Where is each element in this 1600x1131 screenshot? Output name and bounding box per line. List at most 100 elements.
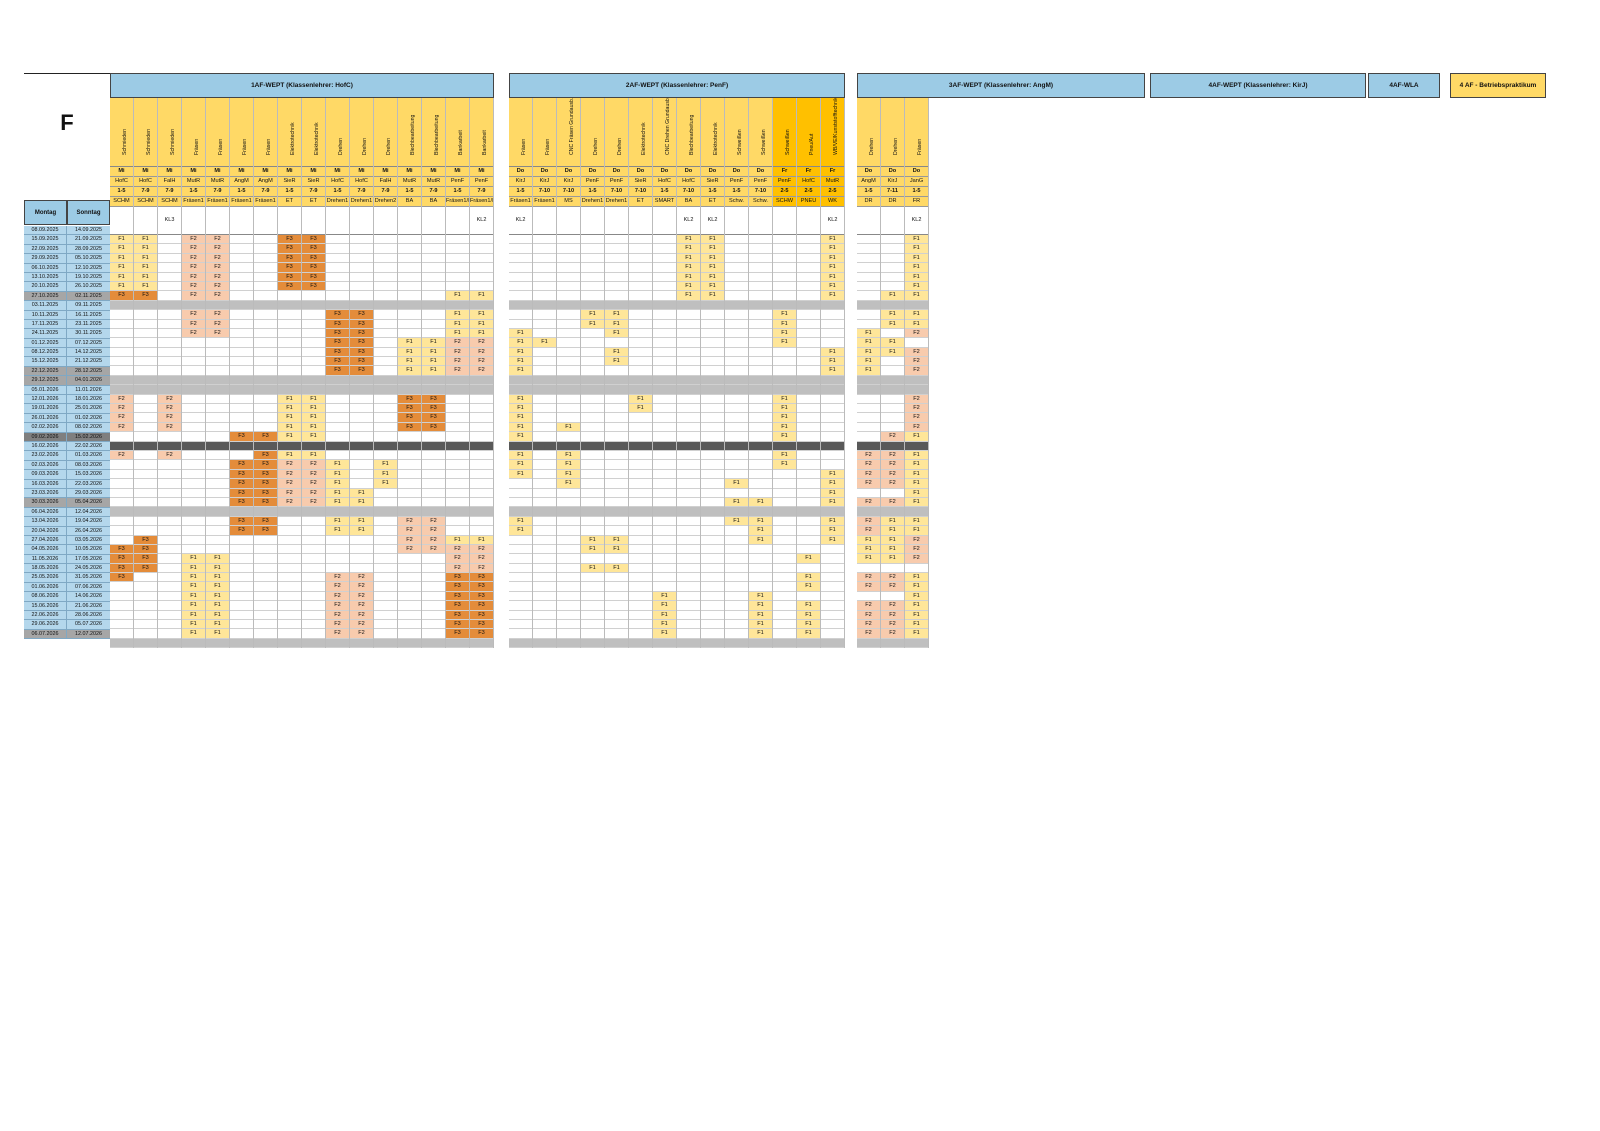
- weekday-cell: Mi: [182, 167, 205, 177]
- grid-cell: [230, 507, 253, 517]
- grid-cell: [254, 564, 277, 574]
- grid-cell: [470, 526, 493, 536]
- grid-cell: F3: [326, 366, 349, 376]
- grid-cell: [206, 395, 229, 405]
- grid-cell: [629, 273, 652, 282]
- grid-cell: F2: [422, 516, 445, 527]
- grid-cell: F2: [158, 413, 181, 423]
- grid-cell: [533, 451, 556, 461]
- group-2af-wept: 2AF-WEPT (Klassenlehrer: PenF) Fräsen Do K…: [509, 73, 845, 649]
- grid-cell: [230, 320, 253, 329]
- grid-cell: F1: [302, 413, 325, 423]
- grid-cell: [533, 479, 556, 489]
- period-cell: 1-5: [110, 187, 133, 197]
- grid-cell: [446, 282, 469, 292]
- grid-cell: F2: [110, 422, 133, 433]
- grid-cell: [821, 423, 844, 433]
- grid-cell: [230, 385, 253, 395]
- grid-cell: [677, 366, 700, 376]
- weekday-cell: Fr: [773, 167, 796, 177]
- grid-cell: [677, 395, 700, 405]
- grid-cell: F2: [470, 554, 493, 564]
- grid-cell: [629, 536, 652, 545]
- grid-cell: [509, 244, 532, 254]
- grid-cell: [158, 638, 181, 649]
- grid-cell: [374, 329, 397, 339]
- grid-cell: F1: [905, 281, 928, 292]
- grid-cell: [278, 517, 301, 527]
- grid-cell: [533, 404, 556, 414]
- grid-cell: [134, 404, 157, 414]
- schedule-column: BankarbeitMiPenF1-5Fräsen1/BAF1F1F1F1F2F…: [446, 98, 470, 649]
- grid-cell: [677, 348, 700, 358]
- grid-cell: [158, 536, 181, 545]
- grid-cell: F2: [881, 479, 904, 489]
- grid-cell: [557, 489, 580, 498]
- monday-date: 13.04.2026: [24, 517, 67, 527]
- kl-cell: [581, 207, 604, 235]
- subject-label: CNC Drehen Grundausb. DIN 66025: [664, 98, 671, 155]
- grid-cell: [326, 423, 349, 433]
- grid-cell: [581, 489, 604, 498]
- room-cell: Schw.: [749, 197, 772, 207]
- sunday-date: 07.06.2026: [67, 582, 110, 593]
- grid-cell: [749, 282, 772, 292]
- grid-cell: F1: [857, 357, 880, 367]
- grid-cell: [182, 385, 205, 395]
- grid-cell: [581, 291, 604, 301]
- grid-cell: [470, 460, 493, 470]
- grid-cell: [206, 441, 229, 451]
- grid-cell: F2: [857, 610, 880, 621]
- grid-cell: [797, 526, 820, 536]
- grid-cell: F2: [422, 535, 445, 545]
- grid-cell: [821, 385, 844, 395]
- grid-cell: [557, 517, 580, 527]
- grid-cell: [557, 526, 580, 536]
- grid-cell: F1: [557, 460, 580, 470]
- grid-cell: F3: [422, 422, 445, 433]
- grid-cell: [677, 320, 700, 329]
- subject-header: Elektrotechnik: [278, 98, 301, 167]
- subject-label: Fräsen: [217, 138, 224, 155]
- grid-cell: [230, 282, 253, 292]
- grid-cell: [230, 254, 253, 264]
- grid-cell: [773, 273, 796, 282]
- teacher-cell: HofC: [350, 177, 373, 187]
- grid-cell: [677, 385, 700, 395]
- grid-cell: [326, 395, 349, 405]
- room-cell: PNEU: [797, 197, 820, 207]
- grid-cell: [302, 592, 325, 602]
- grid-cell: F3: [326, 319, 349, 329]
- grid-cell: [446, 441, 469, 451]
- grid-cell: [629, 451, 652, 461]
- grid-cell: F1: [677, 263, 700, 273]
- grid-cell: F2: [857, 516, 880, 527]
- grid-cell: [158, 300, 181, 311]
- grid-cell: [182, 338, 205, 348]
- grid-cell: [749, 235, 772, 245]
- grid-cell: [557, 282, 580, 292]
- grid-cell: [749, 573, 772, 583]
- grid-cell: [182, 638, 205, 649]
- grid-cell: F3: [446, 601, 469, 611]
- monday-date: 16.02.2026: [24, 441, 67, 452]
- subject-header: Fräsen: [509, 98, 532, 167]
- grid-cell: [533, 573, 556, 583]
- kl-cell: KL2: [470, 207, 493, 235]
- grid-cell: [581, 460, 604, 470]
- weekday-cell: Mi: [398, 167, 421, 177]
- kl-cell: [230, 207, 253, 235]
- period-cell: 7-9: [302, 187, 325, 197]
- grid-cell: [254, 348, 277, 358]
- teacher-cell: PenF: [470, 177, 493, 187]
- grid-cell: [857, 244, 880, 254]
- teacher-cell: HofC: [326, 177, 349, 187]
- grid-cell: [857, 395, 880, 405]
- schedule-column: BankarbeitMiPenF7-9Fräsen1/BAKL2F1F1F1F1…: [470, 98, 494, 649]
- grid-cell: [422, 489, 445, 498]
- grid-cell: F1: [629, 404, 652, 414]
- grid-cell: [629, 507, 652, 517]
- grid-cell: [677, 357, 700, 367]
- grid-cell: [398, 564, 421, 574]
- subject-header: Drehen: [374, 98, 397, 167]
